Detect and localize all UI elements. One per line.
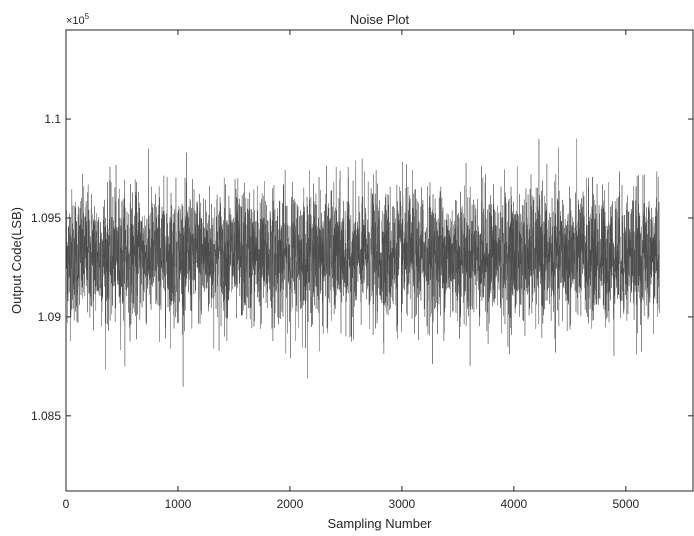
x-tick-label: 3000 (389, 497, 416, 511)
x-axis: 0 1000 2000 3000 4000 5000 (63, 30, 639, 511)
y-axis: 1.085 1.09 1.095 1.1 (31, 112, 693, 423)
y-tick-label: 1.1 (44, 112, 61, 126)
y-exponent-power: 5 (85, 12, 90, 21)
y-exponent-label: ×105 (66, 12, 90, 27)
x-axis-label: Sampling Number (327, 516, 432, 531)
y-axis-label: Output Code(LSB) (9, 207, 24, 314)
x-tick-label: 4000 (501, 497, 528, 511)
x-tick-label: 1000 (165, 497, 192, 511)
x-tick-label: 5000 (612, 497, 639, 511)
noise-trace (66, 138, 660, 387)
chart-title: Noise Plot (350, 12, 410, 27)
x-tick-label: 0 (63, 497, 70, 511)
noise-series-line (66, 138, 660, 387)
y-tick-label: 1.085 (31, 409, 61, 423)
y-tick-label: 1.095 (31, 211, 61, 225)
axes-box (65, 29, 694, 492)
x-tick-label: 2000 (277, 497, 304, 511)
y-tick-label: 1.09 (38, 310, 62, 324)
y-exponent-base: ×10 (66, 15, 85, 27)
